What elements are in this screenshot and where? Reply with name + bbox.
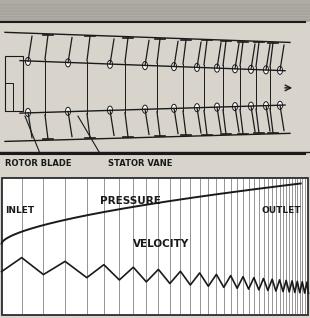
Ellipse shape bbox=[215, 103, 219, 111]
Ellipse shape bbox=[232, 103, 237, 111]
Ellipse shape bbox=[143, 61, 148, 70]
Ellipse shape bbox=[277, 66, 282, 74]
Ellipse shape bbox=[215, 64, 219, 72]
Text: OUTLET: OUTLET bbox=[262, 206, 301, 215]
Ellipse shape bbox=[25, 57, 30, 66]
Ellipse shape bbox=[277, 101, 282, 109]
Text: ROTOR BLADE: ROTOR BLADE bbox=[5, 159, 72, 168]
Ellipse shape bbox=[264, 66, 268, 74]
Bar bbox=[0, 0, 310, 22]
Ellipse shape bbox=[143, 105, 148, 113]
Text: INLET: INLET bbox=[5, 206, 34, 215]
Ellipse shape bbox=[65, 59, 70, 67]
Ellipse shape bbox=[65, 107, 70, 115]
Bar bbox=[5, 56, 23, 111]
Ellipse shape bbox=[232, 65, 237, 73]
Text: STATOR VANE: STATOR VANE bbox=[108, 159, 172, 168]
Ellipse shape bbox=[264, 102, 268, 110]
Text: PRESSURE: PRESSURE bbox=[100, 196, 161, 206]
Ellipse shape bbox=[108, 60, 113, 68]
Text: VELOCITY: VELOCITY bbox=[133, 238, 189, 249]
Ellipse shape bbox=[108, 106, 113, 114]
Ellipse shape bbox=[249, 102, 254, 110]
Ellipse shape bbox=[194, 104, 200, 112]
Bar bbox=[0, 151, 310, 172]
Bar bbox=[5, 83, 13, 111]
Ellipse shape bbox=[25, 108, 30, 116]
Ellipse shape bbox=[171, 104, 176, 112]
Ellipse shape bbox=[249, 65, 254, 73]
Ellipse shape bbox=[171, 63, 176, 71]
Ellipse shape bbox=[194, 63, 200, 72]
